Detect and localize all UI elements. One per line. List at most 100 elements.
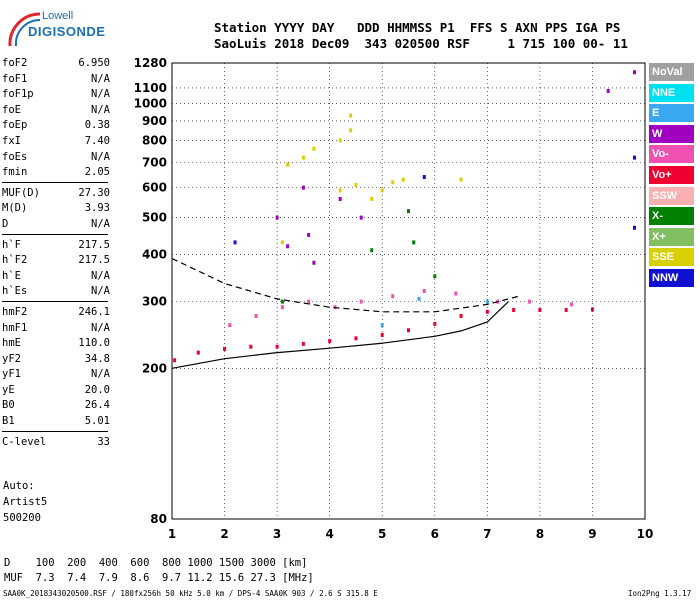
param-row: foF1p N/A: [2, 87, 110, 103]
param-row: h`F 217.5: [2, 238, 110, 254]
data-point: [380, 332, 384, 337]
param-row: B0 26.4: [2, 398, 110, 414]
legend-item: W: [649, 124, 694, 143]
data-point: [564, 308, 568, 313]
auto-label: Auto:: [3, 480, 35, 492]
digisonde-logo: Lowell DIGISONDE: [4, 6, 154, 52]
y-tick-label: 300: [142, 295, 167, 309]
y-tick-label: 500: [142, 211, 167, 225]
x-tick-label: 7: [483, 527, 491, 541]
data-point: [632, 70, 636, 75]
param-row: M(D) 3.93: [2, 201, 110, 217]
data-point: [328, 339, 332, 344]
data-point: [391, 294, 395, 299]
data-point: [312, 260, 316, 265]
profile-curves: [171, 257, 520, 369]
y-tick-label: 1000: [134, 97, 167, 111]
data-point: [301, 185, 305, 190]
y-axis-ticks: 80 200 300 400 500 600 700 800 900 1000 1100 1280: [134, 56, 167, 526]
param-label: hmF2: [2, 305, 28, 318]
y-tick-label: 400: [142, 247, 167, 261]
param-label: D: [2, 217, 9, 230]
param-value: 217.5: [78, 238, 110, 251]
param-separator: [2, 300, 108, 302]
data-point: [538, 308, 542, 313]
param-label: foEp: [2, 119, 28, 132]
x-axis-ticks: 1 2 3 4 5 6 7 8 9 10: [168, 527, 654, 541]
param-value: 34.8: [84, 352, 110, 365]
param-value: N/A: [91, 321, 110, 334]
data-point: [459, 313, 463, 318]
param-value: 2.05: [84, 166, 110, 179]
file-info-footer: SAA0K_2018343020500.RSF / 180fx256h 50 k…: [3, 589, 378, 598]
x-tick-label: 4: [325, 527, 333, 541]
param-value: 3.93: [84, 202, 110, 215]
param-label: fmin: [2, 166, 28, 179]
data-point: [606, 88, 610, 93]
x-tick-label: 2: [220, 527, 228, 541]
param-row: h`F2 217.5: [2, 253, 110, 269]
data-point: [338, 188, 342, 193]
plot-grid: [172, 63, 645, 519]
param-row: yF1 N/A: [2, 367, 110, 383]
param-label: foF2: [2, 57, 28, 69]
data-point: [301, 155, 305, 160]
param-value: 246.1: [78, 305, 110, 318]
param-label: foE: [2, 103, 21, 116]
data-point: [485, 299, 489, 304]
y-tick-label: 1280: [134, 56, 167, 70]
param-row: fmin 2.05: [2, 165, 110, 181]
x-tick-label: 8: [536, 527, 544, 541]
legend-item: Vo+: [649, 165, 694, 184]
param-separator: [2, 430, 108, 432]
data-point: [307, 299, 311, 304]
param-label: yE: [2, 383, 15, 396]
data-point: [527, 299, 531, 304]
data-point: [512, 308, 516, 313]
param-value: N/A: [91, 269, 110, 282]
data-point: [280, 305, 284, 310]
param-row: hmF1 N/A: [2, 321, 110, 337]
dashed-curve: [171, 257, 520, 313]
param-row: MUF(D) 27.30: [2, 186, 110, 202]
param-label: M(D): [2, 202, 28, 215]
data-point: [422, 175, 426, 179]
data-point: [380, 188, 384, 193]
param-row: foEs N/A: [2, 150, 110, 166]
param-label: MUF(D): [2, 186, 40, 199]
param-row: B1 5.01: [2, 414, 110, 430]
data-point: [401, 177, 405, 182]
param-label: h`F: [2, 238, 21, 251]
param-label: h`Es: [2, 285, 28, 298]
data-point: [349, 128, 353, 133]
data-point: [223, 346, 227, 351]
param-row: hmF2 246.1: [2, 305, 110, 321]
logo-brand: Lowell: [42, 10, 74, 22]
data-point: [275, 215, 279, 220]
data-point: [454, 291, 458, 296]
param-value: 5.01: [84, 415, 110, 428]
param-value: N/A: [91, 72, 110, 85]
station-header: Station YYYY DAY DDD HHMMSS P1 FFS S AXN…: [214, 20, 628, 52]
legend-item: NoVal: [649, 63, 694, 81]
distance-row: D 100 200 400 600 800 1000 1500 3000 [km…: [4, 557, 308, 569]
param-row: fxI 7.40: [2, 134, 110, 150]
polarization-legend: NoVal NNE E W Vo- Vo+ SSW X- X+ SSE NNW: [649, 63, 694, 290]
param-row: foE N/A: [2, 103, 110, 119]
param-separator: [2, 233, 108, 235]
x-tick-label: 10: [637, 527, 654, 541]
y-tick-label: 80: [150, 512, 167, 526]
param-label: foF1p: [2, 88, 34, 101]
data-point: [422, 289, 426, 293]
parameter-panel: foF2 6.950 foF1 N/A foF1p N/A foE N/A foEp 0.38 fx…: [2, 56, 110, 450]
software-version: Ion2Png 1.3.17: [628, 589, 692, 598]
param-label: yF2: [2, 352, 21, 365]
param-label: h`F2: [2, 254, 28, 267]
header-line-1: Station YYYY DAY DDD HHMMSS P1 FFS S AXN…: [214, 20, 621, 35]
param-label: h`E: [2, 269, 21, 282]
data-point: [485, 309, 489, 314]
data-point: [433, 321, 437, 326]
param-label: B0: [2, 399, 15, 412]
auto-info: Auto: Artist5 500200: [3, 478, 47, 526]
param-label: C-level: [2, 435, 47, 448]
